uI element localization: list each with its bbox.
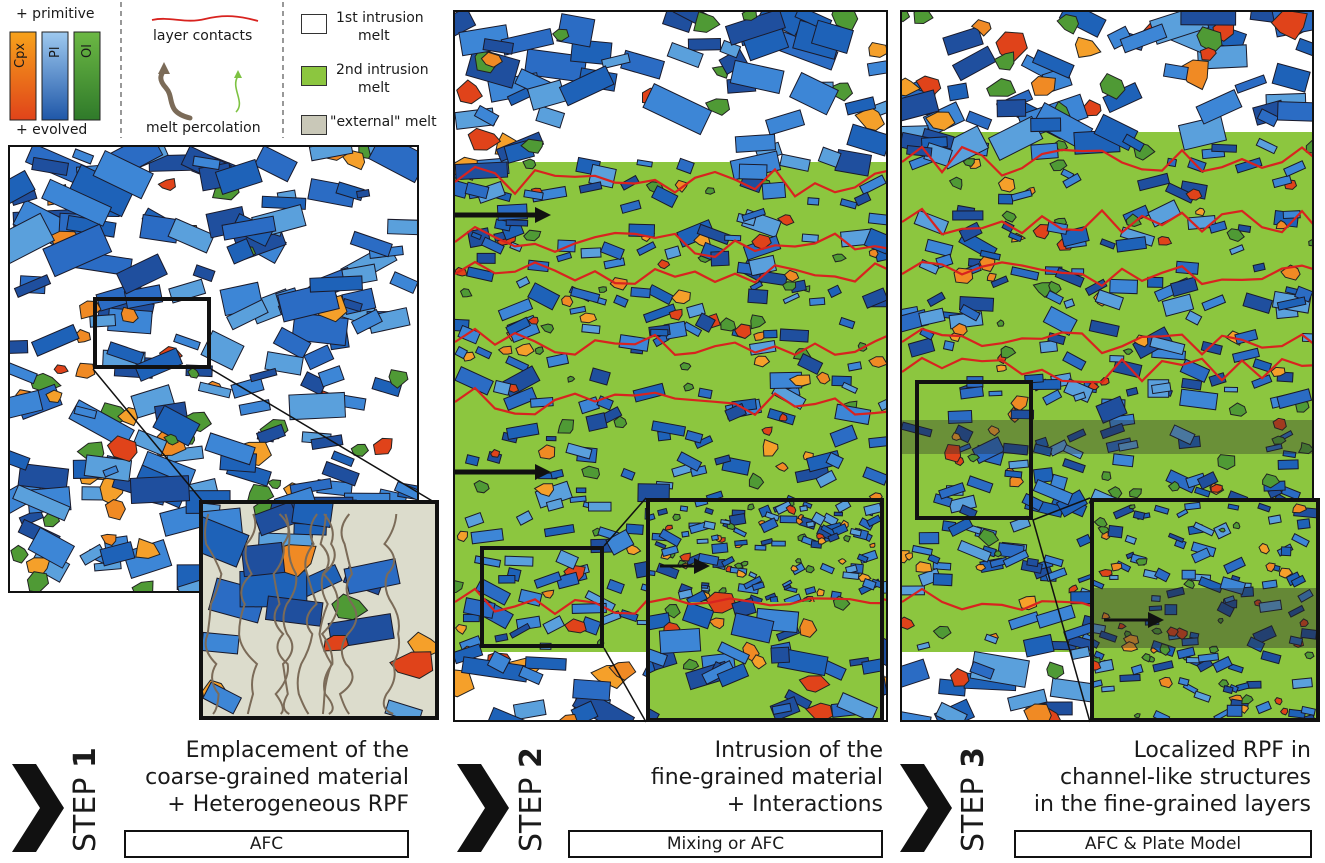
melt3-label: "external" melt	[330, 114, 437, 130]
cpx-label: Cpx	[13, 42, 28, 68]
step3-inset	[1090, 498, 1320, 722]
step2-description: Intrusion of the fine-grained material +…	[651, 737, 883, 818]
step3-model-box: AFC & Plate Model	[1014, 830, 1312, 858]
step1-desc-line2: coarse-grained material	[145, 765, 409, 790]
step1-desc-line1: Emplacement of the	[185, 738, 409, 763]
step3-label: STEP 3	[956, 747, 991, 852]
melt-swatch-3	[301, 115, 327, 135]
step3-desc-line3: in the fine-grained layers	[1033, 792, 1311, 817]
layer-contacts-label: layer contacts	[153, 28, 253, 44]
step1-inset-texture	[203, 504, 435, 716]
ol-label: Ol	[80, 44, 95, 58]
step2-label: STEP 2	[514, 747, 549, 852]
step1-label: STEP 1	[68, 747, 103, 852]
legend-primitive-label: + primitive	[16, 6, 95, 22]
step3-description: Localized RPF in channel-like structures…	[1034, 737, 1311, 818]
step2-model-box: Mixing or AFC	[568, 830, 883, 858]
step1-desc-line3: + Heterogeneous RPF	[167, 792, 409, 817]
melt-swatch-1	[301, 14, 327, 34]
step2-desc-line2: fine-grained material	[650, 765, 883, 790]
ol-bar	[73, 31, 101, 121]
step3-desc-line2: channel-like structures	[1059, 765, 1311, 790]
layer-contact-sample	[151, 15, 259, 22]
mineral-color-bars	[9, 31, 101, 121]
melt-percolation-label: melt percolation	[146, 120, 261, 136]
step1-zoom-box	[93, 297, 211, 369]
legend-dividers	[120, 2, 284, 138]
step2-zoom-box	[480, 546, 604, 648]
step1-inset	[199, 500, 439, 720]
pl-label: Pl	[48, 46, 63, 58]
step2-desc-line1: Intrusion of the	[714, 738, 883, 763]
melt1-label-line1: 1st intrusion	[336, 10, 424, 26]
step3-chevron	[900, 764, 952, 852]
pl-bar	[41, 31, 69, 121]
legend-evolved-label: + evolved	[16, 122, 88, 138]
step3-zoom-box	[915, 380, 1033, 520]
step2-desc-line3: + Interactions	[726, 792, 883, 817]
melt-percolation-arrows	[158, 62, 242, 121]
step3-inset-texture	[1094, 502, 1316, 718]
step2-inset	[646, 498, 884, 722]
step1-model-box: AFC	[124, 830, 409, 858]
cpx-bar	[9, 31, 37, 121]
melt2-label-line1: 2nd intrusion	[336, 62, 429, 78]
step1-description: Emplacement of the coarse-grained materi…	[145, 737, 409, 818]
step1-chevron	[12, 764, 64, 852]
legend: + primitive Cpx Pl Ol + evolved layer co…	[0, 0, 450, 140]
melt-swatch-2	[301, 66, 327, 86]
step3-desc-line1: Localized RPF in	[1133, 738, 1311, 763]
melt1-label-line2: melt	[358, 28, 390, 44]
melt2-label-line2: melt	[358, 80, 390, 96]
step2-chevron	[457, 764, 509, 852]
step2-inset-texture	[650, 502, 880, 718]
